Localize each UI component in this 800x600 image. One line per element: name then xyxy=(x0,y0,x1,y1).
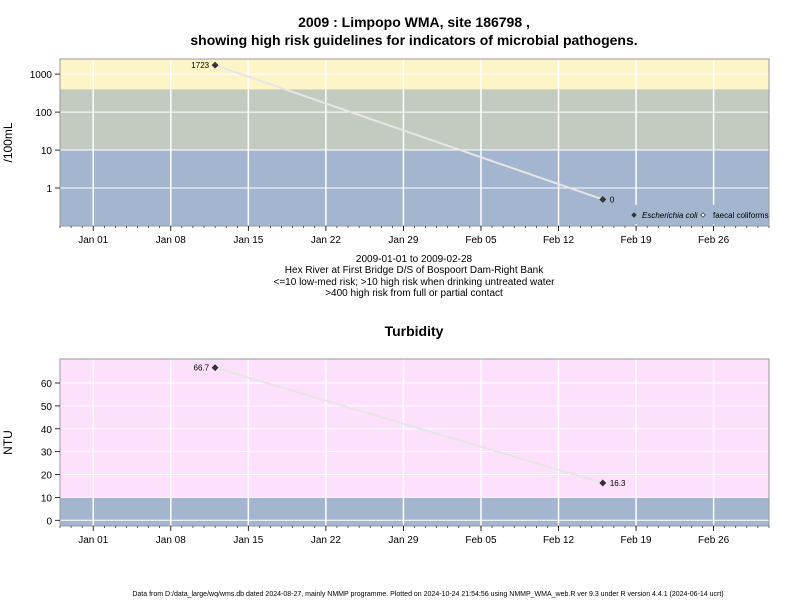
panel1-data-label: 1723 xyxy=(191,61,209,70)
panel1-data-point xyxy=(599,195,607,204)
chart-title-line2: showing high risk guidelines for indicat… xyxy=(190,32,637,48)
chart-title-line1: 2009 : Limpopo WMA, site 186798 , xyxy=(298,14,530,30)
panel1-x-tick-label: Feb 12 xyxy=(543,235,575,246)
panel2-y-tick-label: 10 xyxy=(41,493,53,504)
panel1-series-line xyxy=(214,64,604,201)
panel2-series-line xyxy=(214,366,604,484)
panel1-x-tick-label: Feb 19 xyxy=(620,235,652,246)
panel2-y-tick-label: 50 xyxy=(41,402,53,413)
panel1-y-axis-label: /100mL xyxy=(1,122,15,162)
caption-line-2: Hex River at First Bridge D/S of Bospoor… xyxy=(285,265,544,276)
legend-box xyxy=(627,205,768,224)
panel2-data-label: 66.7 xyxy=(194,364,210,373)
panel1-y-tick-label: 1 xyxy=(46,184,52,195)
panel1-risk-band xyxy=(60,89,769,151)
panel1-x-tick-label: Jan 08 xyxy=(156,235,186,246)
panel2-y-tick-label: 60 xyxy=(41,379,53,390)
panel2-x-tick-label: Jan 08 xyxy=(156,535,186,546)
panel2-x-tick-label: Feb 19 xyxy=(620,535,652,546)
panel1-x-tick-label: Jan 15 xyxy=(233,235,263,246)
caption-line-3: <=10 low-med risk; >10 high risk when dr… xyxy=(274,277,556,288)
panel2-risk-band xyxy=(60,359,769,498)
panel2-y-tick-label: 30 xyxy=(41,448,53,459)
panel1-data-label: 0 xyxy=(610,195,615,204)
footer-note: Data from D:/data_large/wq/wms.db dated … xyxy=(132,591,723,598)
panel1-x-tick-label: Jan 29 xyxy=(388,235,418,246)
panel2-x-tick-label: Jan 29 xyxy=(388,535,418,546)
panel2-y-axis-label: NTU xyxy=(1,430,15,455)
legend-label-2: faecal coliforms xyxy=(713,211,769,220)
panel2-x-tick-label: Feb 12 xyxy=(543,535,575,546)
panel2-x-tick-label: Feb 26 xyxy=(698,535,730,546)
panel1-data-point xyxy=(211,61,219,69)
panel1-y-tick-label: 1000 xyxy=(30,70,53,81)
caption-line-1: 2009-01-01 to 2009-02-28 xyxy=(356,254,473,265)
panel2-data-point xyxy=(599,479,607,487)
panel1-y-tick-label: 100 xyxy=(35,108,52,119)
panel1-x-tick-label: Jan 22 xyxy=(311,235,341,246)
panel2-risk-band xyxy=(60,497,769,526)
panel1-x-tick-label: Feb 05 xyxy=(465,235,497,246)
panel2-x-tick-label: Jan 01 xyxy=(78,535,108,546)
legend-marker-2 xyxy=(700,212,706,218)
panel1-x-tick-label: Feb 26 xyxy=(698,235,730,246)
panel2-x-tick-label: Jan 15 xyxy=(233,535,263,546)
panel2-x-tick-label: Jan 22 xyxy=(311,535,341,546)
panel1-x-tick-label: Jan 01 xyxy=(78,235,108,246)
panel2-data-point xyxy=(211,364,219,372)
panel2-y-tick-label: 20 xyxy=(41,471,53,482)
panel2-y-tick-label: 40 xyxy=(41,425,53,436)
panel1-y-tick-label: 10 xyxy=(41,146,53,157)
caption-line-4: >400 high risk from full or partial cont… xyxy=(325,288,503,299)
legend-marker-1 xyxy=(631,212,637,218)
legend-label-1: Escherichia coli xyxy=(642,211,698,220)
panel2-x-tick-label: Feb 05 xyxy=(465,535,497,546)
panel2-y-tick-label: 0 xyxy=(46,516,52,527)
turbidity-title: Turbidity xyxy=(385,323,444,339)
panel2-data-label: 16.3 xyxy=(610,479,626,488)
